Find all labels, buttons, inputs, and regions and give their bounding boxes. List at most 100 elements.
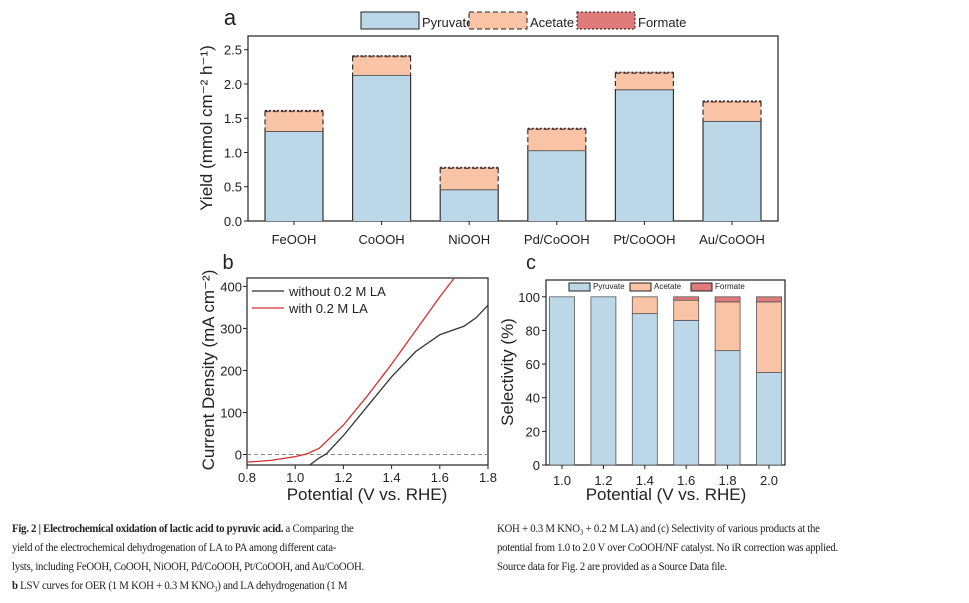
legend-label: with 0.2 M LA: [288, 301, 368, 316]
caption-left-line: lysts, including FeOOH, CoOOH, NiOOH, Pd…: [12, 559, 364, 574]
caption-title: Fig. 2 | Electrochemical oxidation of la…: [12, 521, 284, 535]
bar-acetate: [631, 296, 658, 315]
legend-label: without 0.2 M LA: [288, 284, 386, 299]
y-tick-label: 2.0: [224, 77, 242, 92]
legend-label: Acetate: [654, 282, 682, 291]
caption-left-line: Fig. 2 | Electrochemical oxidation of la…: [12, 521, 354, 536]
caption-text: LSV curves for OER (1 M KOH + 0.3 M KNO₃…: [17, 578, 348, 592]
bar-pyruvate: [265, 131, 323, 221]
y-tick-label: 2.5: [224, 43, 242, 58]
y-tick-label: 300: [220, 321, 242, 336]
y-tick-label: 80: [526, 323, 540, 338]
caption-right-line: KOH + 0.3 M KNO₃ + 0.2 M LA) and (c) Sel…: [497, 521, 820, 535]
legend-label: Pyruvate: [593, 282, 625, 291]
bar-pyruvate: [527, 150, 586, 221]
x-tick-label: 1.2: [334, 470, 352, 485]
x-tick-label: 1.4: [636, 473, 654, 488]
bar-pyruvate: [756, 372, 782, 466]
y-axis-label: Yield (mmol cm⁻² h⁻¹): [197, 45, 216, 211]
x-axis-label: Potential (V vs. RHE): [287, 485, 448, 504]
caption-text: a Comparing the: [283, 521, 354, 535]
bar-acetate: [352, 56, 411, 76]
x-tick-label: 1.4: [383, 470, 401, 485]
caption-text: lysts, including FeOOH, CoOOH, NiOOH, Pd…: [12, 559, 364, 573]
x-tick-label: 1.8: [479, 470, 497, 485]
line-with-la: [247, 278, 455, 463]
bar-formate: [673, 296, 700, 301]
bar-pyruvate: [673, 319, 700, 466]
legend-swatch-formate: [690, 282, 713, 292]
bar-pyruvate: [590, 296, 617, 466]
x-axis-label: Potential (V vs. RHE): [586, 485, 747, 504]
bar-acetate: [673, 299, 700, 321]
x-tick-label: 1.2: [594, 473, 612, 488]
x-tick-label: 0.8: [238, 470, 256, 485]
y-tick-label: 200: [220, 363, 242, 378]
legend-swatch-acetate: [629, 282, 652, 292]
plot-frame: [246, 277, 489, 466]
legend-label: Pyruvate: [422, 15, 473, 30]
legend-swatch-pyruvate: [360, 11, 420, 30]
y-tick-label: 1.0: [224, 145, 242, 160]
y-tick-label: 100: [518, 290, 540, 305]
panel-label-a: a: [224, 5, 237, 30]
bar-pyruvate: [352, 75, 411, 221]
y-tick-label: 40: [526, 391, 540, 406]
bar-acetate: [756, 301, 782, 373]
bar-acetate: [527, 129, 586, 151]
y-tick-label: 0: [533, 458, 540, 473]
bar-acetate: [703, 101, 761, 121]
x-tick-label: Pt/CoOOH: [613, 232, 675, 247]
caption-left-line: b LSV curves for OER (1 M KOH + 0.3 M KN…: [12, 578, 347, 593]
bar-formate: [714, 296, 741, 303]
legend-swatch-acetate: [468, 11, 528, 30]
x-tick-label: 2.0: [760, 473, 778, 488]
caption-left-line: yield of the electrochemical dehydrogena…: [12, 540, 336, 555]
x-tick-label: CoOOH: [358, 232, 404, 247]
y-tick-label: 0: [235, 447, 242, 462]
bar-acetate: [265, 111, 323, 132]
bar-pyruvate: [631, 313, 658, 466]
x-tick-label: 1.0: [286, 470, 304, 485]
caption-panel-letter: b: [12, 578, 18, 592]
plot-frame: [545, 279, 786, 466]
legend-label: Formate: [638, 15, 686, 30]
x-tick-label: 1.0: [553, 473, 571, 488]
line-without-la: [309, 304, 488, 465]
y-tick-label: 100: [220, 405, 242, 420]
bar-pyruvate: [440, 189, 499, 221]
bar-pyruvate: [615, 89, 674, 221]
x-tick-label: FeOOH: [272, 232, 317, 247]
legend-label: Formate: [715, 282, 745, 291]
y-tick-label: 0.0: [224, 214, 242, 229]
caption-right-line: Source data for Fig. 2 are provided as a…: [497, 559, 727, 573]
x-tick-label: Pd/CoOOH: [524, 232, 590, 247]
bar-acetate: [615, 73, 674, 90]
bar-pyruvate: [703, 120, 761, 221]
x-tick-label: 1.6: [431, 470, 449, 485]
bar-formate: [756, 296, 782, 303]
legend-swatch-pyruvate: [568, 282, 591, 292]
caption-right-line: potential from 1.0 to 2.0 V over CoOOH/N…: [497, 540, 838, 554]
bar-pyruvate: [549, 296, 575, 466]
panel-label-c: c: [526, 252, 536, 274]
bar-pyruvate: [714, 350, 741, 466]
x-tick-label: 1.8: [719, 473, 737, 488]
y-tick-label: 1.5: [224, 111, 242, 126]
panel-label-b: b: [222, 252, 233, 274]
y-tick-label: 400: [220, 279, 242, 294]
y-axis-label: Selectivity (%): [498, 318, 517, 426]
y-tick-label: 0.5: [224, 180, 242, 195]
x-tick-label: Au/CoOOH: [699, 232, 765, 247]
y-axis-label: Current Density (mA cm⁻²): [199, 270, 218, 471]
y-tick-label: 60: [526, 357, 540, 372]
caption-text: yield of the electrochemical dehydrogena…: [12, 540, 337, 554]
plot-frame: [247, 35, 779, 222]
y-tick-label: 20: [526, 424, 540, 439]
legend-label: Acetate: [530, 15, 574, 30]
x-tick-label: 1.6: [677, 473, 695, 488]
bar-acetate: [714, 301, 741, 352]
legend-swatch-formate: [576, 11, 636, 30]
bar-acetate: [440, 168, 499, 190]
